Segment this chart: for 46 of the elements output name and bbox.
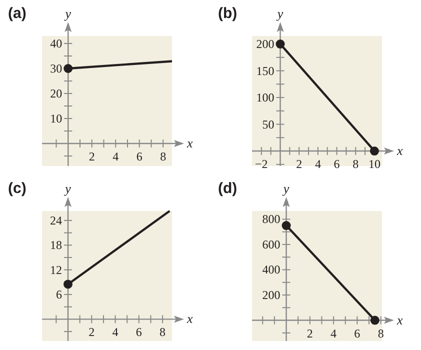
x-tick-label: 6: [354, 326, 360, 340]
y-tick-label: 6: [56, 288, 62, 302]
y-axis-title: y: [281, 181, 290, 196]
x-tick-label: 2: [88, 150, 95, 164]
x-tick-label: 6: [136, 150, 142, 164]
x-tick-label: 4: [112, 150, 119, 164]
y-tick-label: 200: [262, 288, 280, 302]
y-tick-label: 10: [50, 112, 62, 126]
x-axis-title: x: [396, 143, 403, 158]
chart-title: (c): [8, 180, 26, 197]
y-axis-title: y: [63, 181, 72, 196]
y-tick-label: 600: [262, 237, 280, 252]
chart-title: (d): [218, 180, 238, 197]
y-tick-label: 40: [50, 36, 62, 50]
x-tick-label: 4: [330, 326, 337, 340]
y-tick-label: 30: [50, 62, 62, 76]
x-tick-label: 6: [136, 325, 142, 340]
y-axis-title: y: [275, 6, 284, 21]
x-tick-label: 8: [160, 150, 166, 164]
y-tick-label: 200: [256, 37, 274, 52]
y-tick-label: 400: [262, 262, 280, 277]
x-tick-label: 8: [352, 157, 359, 172]
x-tick-label: 2: [296, 157, 302, 172]
chart-title: (a): [8, 5, 26, 22]
x-tick-label: 2: [306, 326, 313, 340]
x-axis-title: x: [396, 312, 403, 328]
chart-title: (b): [218, 5, 238, 22]
x-axis-title: x: [186, 311, 193, 326]
x-tick-label: −2: [255, 157, 268, 172]
x-axis-title: x: [186, 136, 193, 150]
x-tick-label: 6: [334, 157, 340, 172]
y-tick-label: 18: [50, 238, 62, 252]
y-tick-label: 150: [256, 64, 274, 78]
y-tick-label: 24: [50, 213, 62, 228]
y-tick-label: 50: [262, 117, 274, 132]
x-tick-label: 8: [378, 326, 384, 340]
y-tick-label: 800: [262, 212, 280, 226]
y-axis-title: y: [63, 6, 72, 21]
y-tick-label: 100: [256, 90, 274, 105]
x-tick-label: 2: [88, 325, 95, 340]
y-tick-label: 12: [50, 262, 62, 277]
x-tick-label: 4: [314, 157, 321, 172]
x-tick-label: 8: [160, 325, 166, 340]
x-tick-label: 10: [368, 157, 380, 172]
y-tick-label: 20: [50, 86, 62, 100]
x-tick-label: 4: [112, 325, 118, 340]
